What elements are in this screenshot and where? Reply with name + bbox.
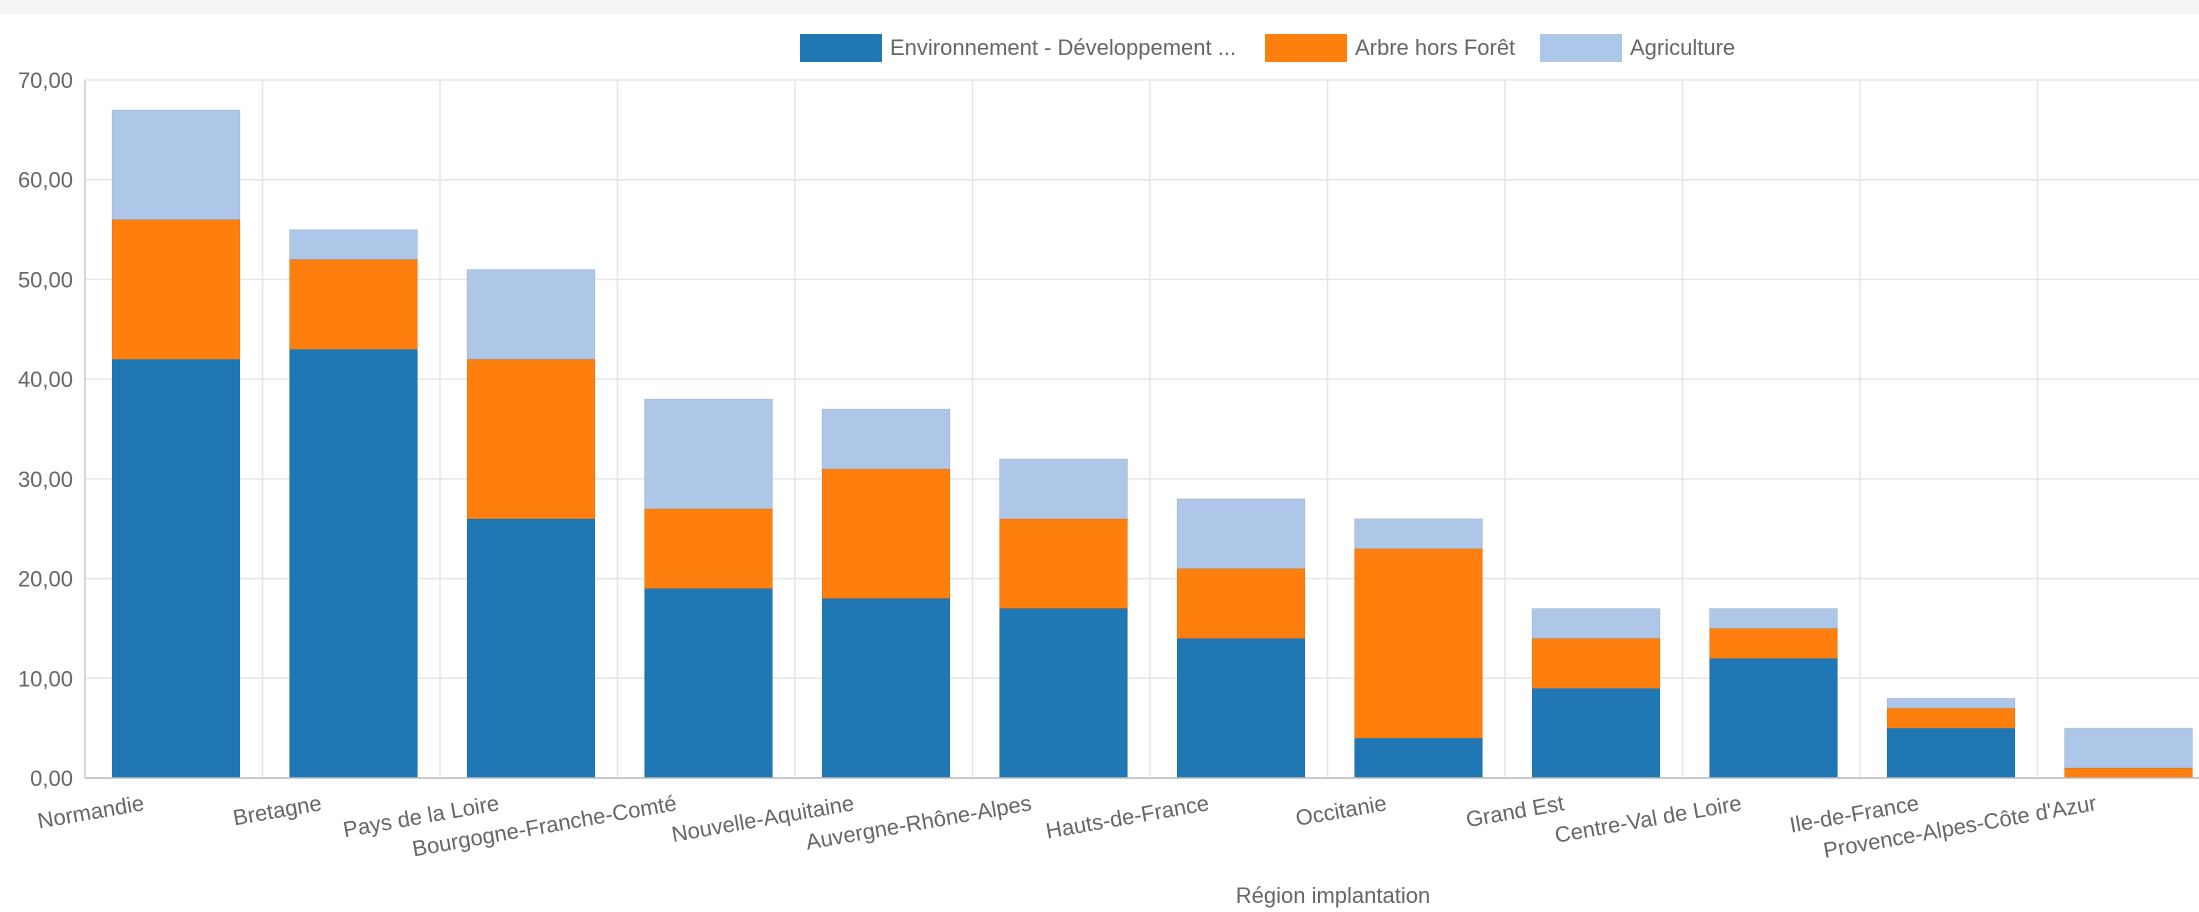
x-tick-label: Hauts-de-France [1044, 790, 1211, 843]
bar-segment [2064, 767, 2193, 779]
legend-swatch [800, 34, 882, 62]
y-tick-label: 0,00 [30, 766, 73, 791]
bar-segment [111, 219, 241, 360]
bar-segment [111, 109, 241, 221]
legend-swatch [1540, 34, 1622, 62]
bar-segment [1886, 727, 2016, 779]
bar-segment [466, 268, 596, 360]
bar-segment [1886, 697, 2016, 709]
bar-segment [1531, 687, 1661, 779]
y-tick-label: 30,00 [18, 467, 73, 492]
y-tick-label: 10,00 [18, 666, 73, 691]
y-tick-label: 60,00 [18, 168, 73, 193]
bar-segment [111, 358, 241, 779]
bar-segment [1176, 498, 1306, 570]
x-tick-label: Centre-Val de Loire [1553, 790, 1744, 847]
legend-label: Agriculture [1630, 35, 1735, 60]
bar-segment [1354, 518, 1483, 550]
bar-segment [1176, 568, 1306, 639]
bar-segment [466, 358, 596, 520]
bar-segment [1531, 637, 1661, 689]
top-band [0, 0, 2199, 14]
bar-segment [1354, 548, 1483, 739]
y-tick-label: 50,00 [18, 267, 73, 292]
x-axis-title: Région implantation [1236, 883, 1430, 908]
bar-segment [466, 518, 596, 779]
bar-segment [821, 408, 951, 470]
legend[interactable]: Environnement - Développement ... Arbre h… [800, 34, 1735, 62]
bar-segment [1709, 627, 1838, 659]
legend-label: Arbre hors Forêt [1355, 35, 1515, 60]
x-tick-label: Bretagne [231, 790, 323, 830]
bar-segment [999, 458, 1128, 520]
x-tick-label: Normandie [36, 790, 146, 833]
legend-item[interactable]: Arbre hors Forêt [1265, 34, 1515, 62]
bar-segment [289, 229, 418, 260]
y-tick-label: 20,00 [18, 567, 73, 592]
bar-segment [999, 518, 1128, 609]
bar-segment [2064, 727, 2193, 769]
y-tick-label: 40,00 [18, 367, 73, 392]
bar-segment [999, 607, 1128, 779]
bar-segment [644, 398, 773, 510]
x-tick-label: Grand Est [1464, 790, 1566, 832]
bar-segment [821, 598, 951, 779]
bar-segment [644, 508, 773, 590]
bar-segment [1709, 657, 1838, 779]
legend-swatch [1265, 34, 1347, 62]
bar-segment [1531, 607, 1661, 639]
legend-item[interactable]: Agriculture [1540, 34, 1735, 62]
bar-segment [644, 588, 773, 779]
bar-segment [1709, 607, 1838, 629]
legend-label: Environnement - Développement ... [890, 35, 1236, 60]
bar-segment [1886, 707, 2016, 729]
x-tick-label: Occitanie [1294, 790, 1389, 831]
bar-segment [1176, 637, 1306, 779]
bar-segment [821, 468, 951, 600]
bar-segment [289, 348, 418, 779]
legend-item[interactable]: Environnement - Développement ... [800, 34, 1236, 62]
bars-layer [111, 109, 2193, 779]
y-tick-label: 70,00 [18, 68, 73, 93]
bar-segment [289, 258, 418, 350]
bar-segment [1354, 737, 1483, 779]
